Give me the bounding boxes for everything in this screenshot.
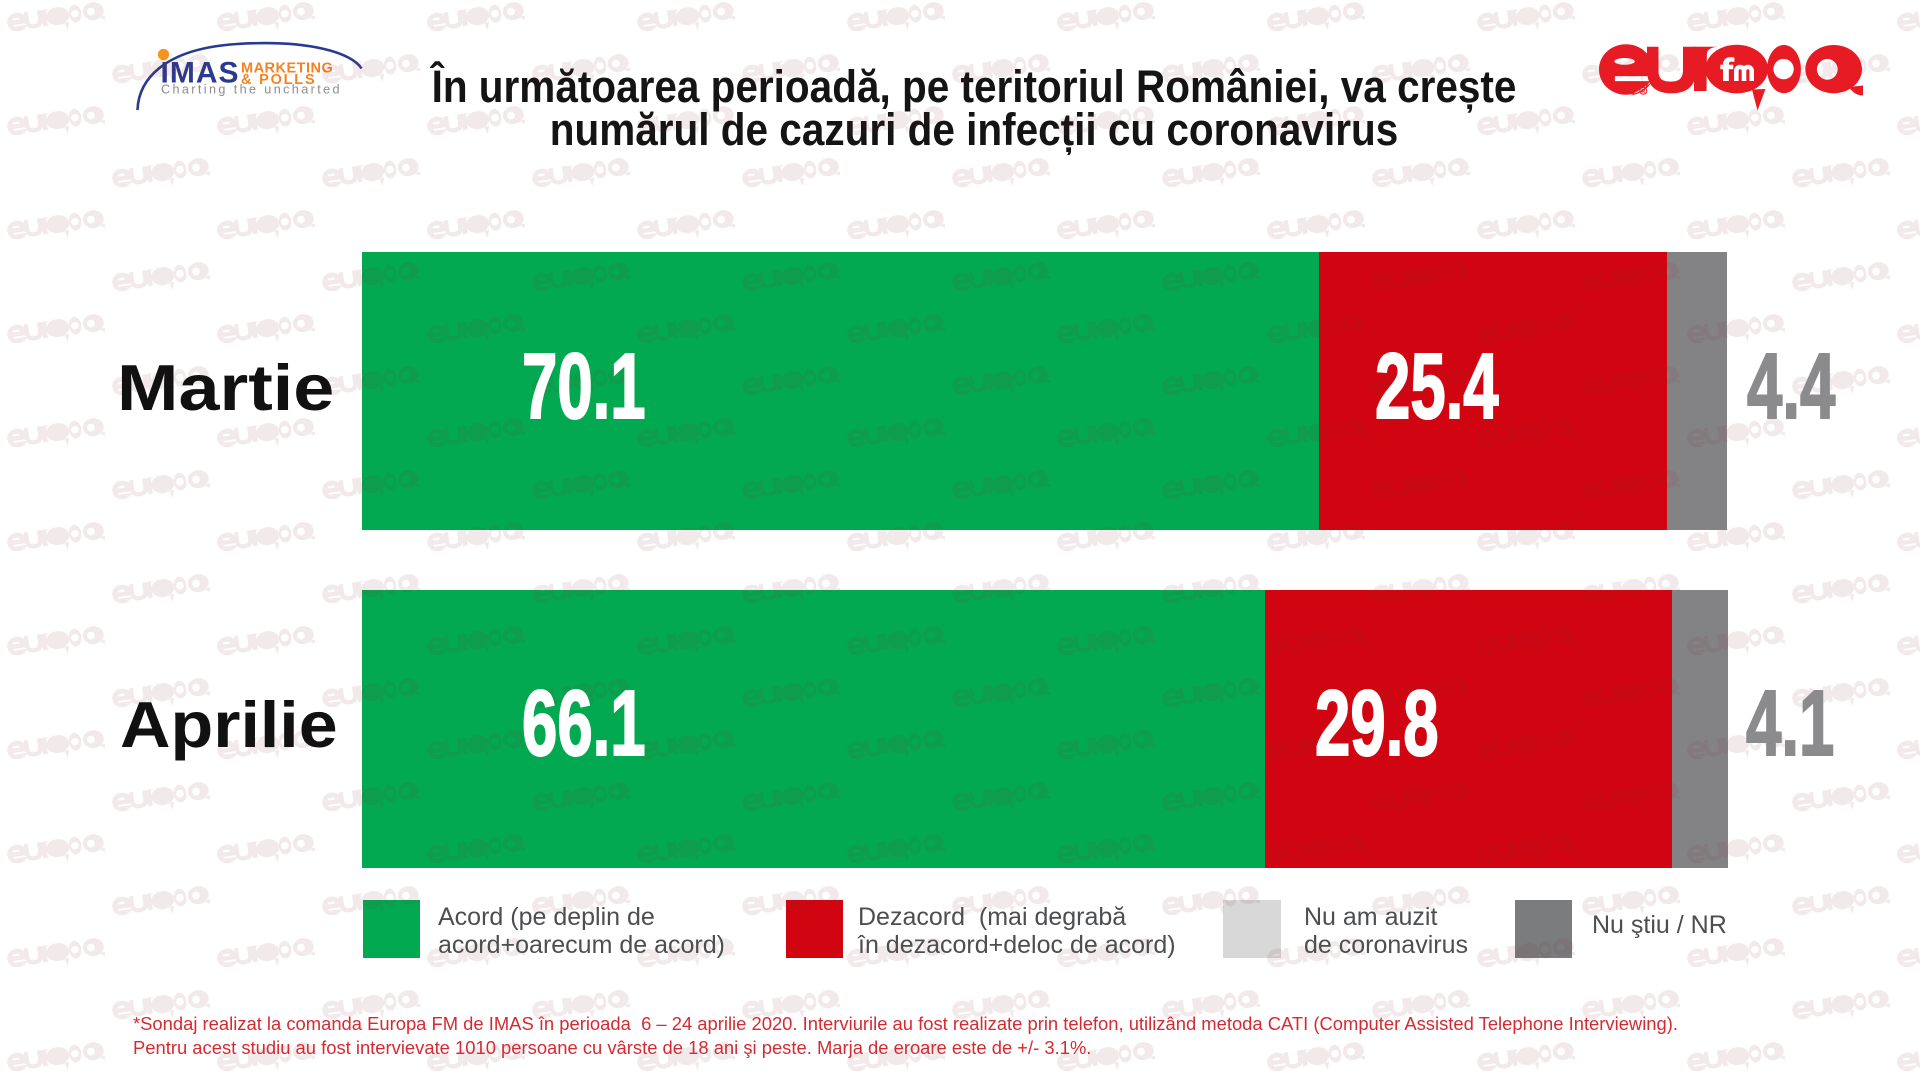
svg-text:Charting the uncharted: Charting the uncharted [161,83,342,97]
